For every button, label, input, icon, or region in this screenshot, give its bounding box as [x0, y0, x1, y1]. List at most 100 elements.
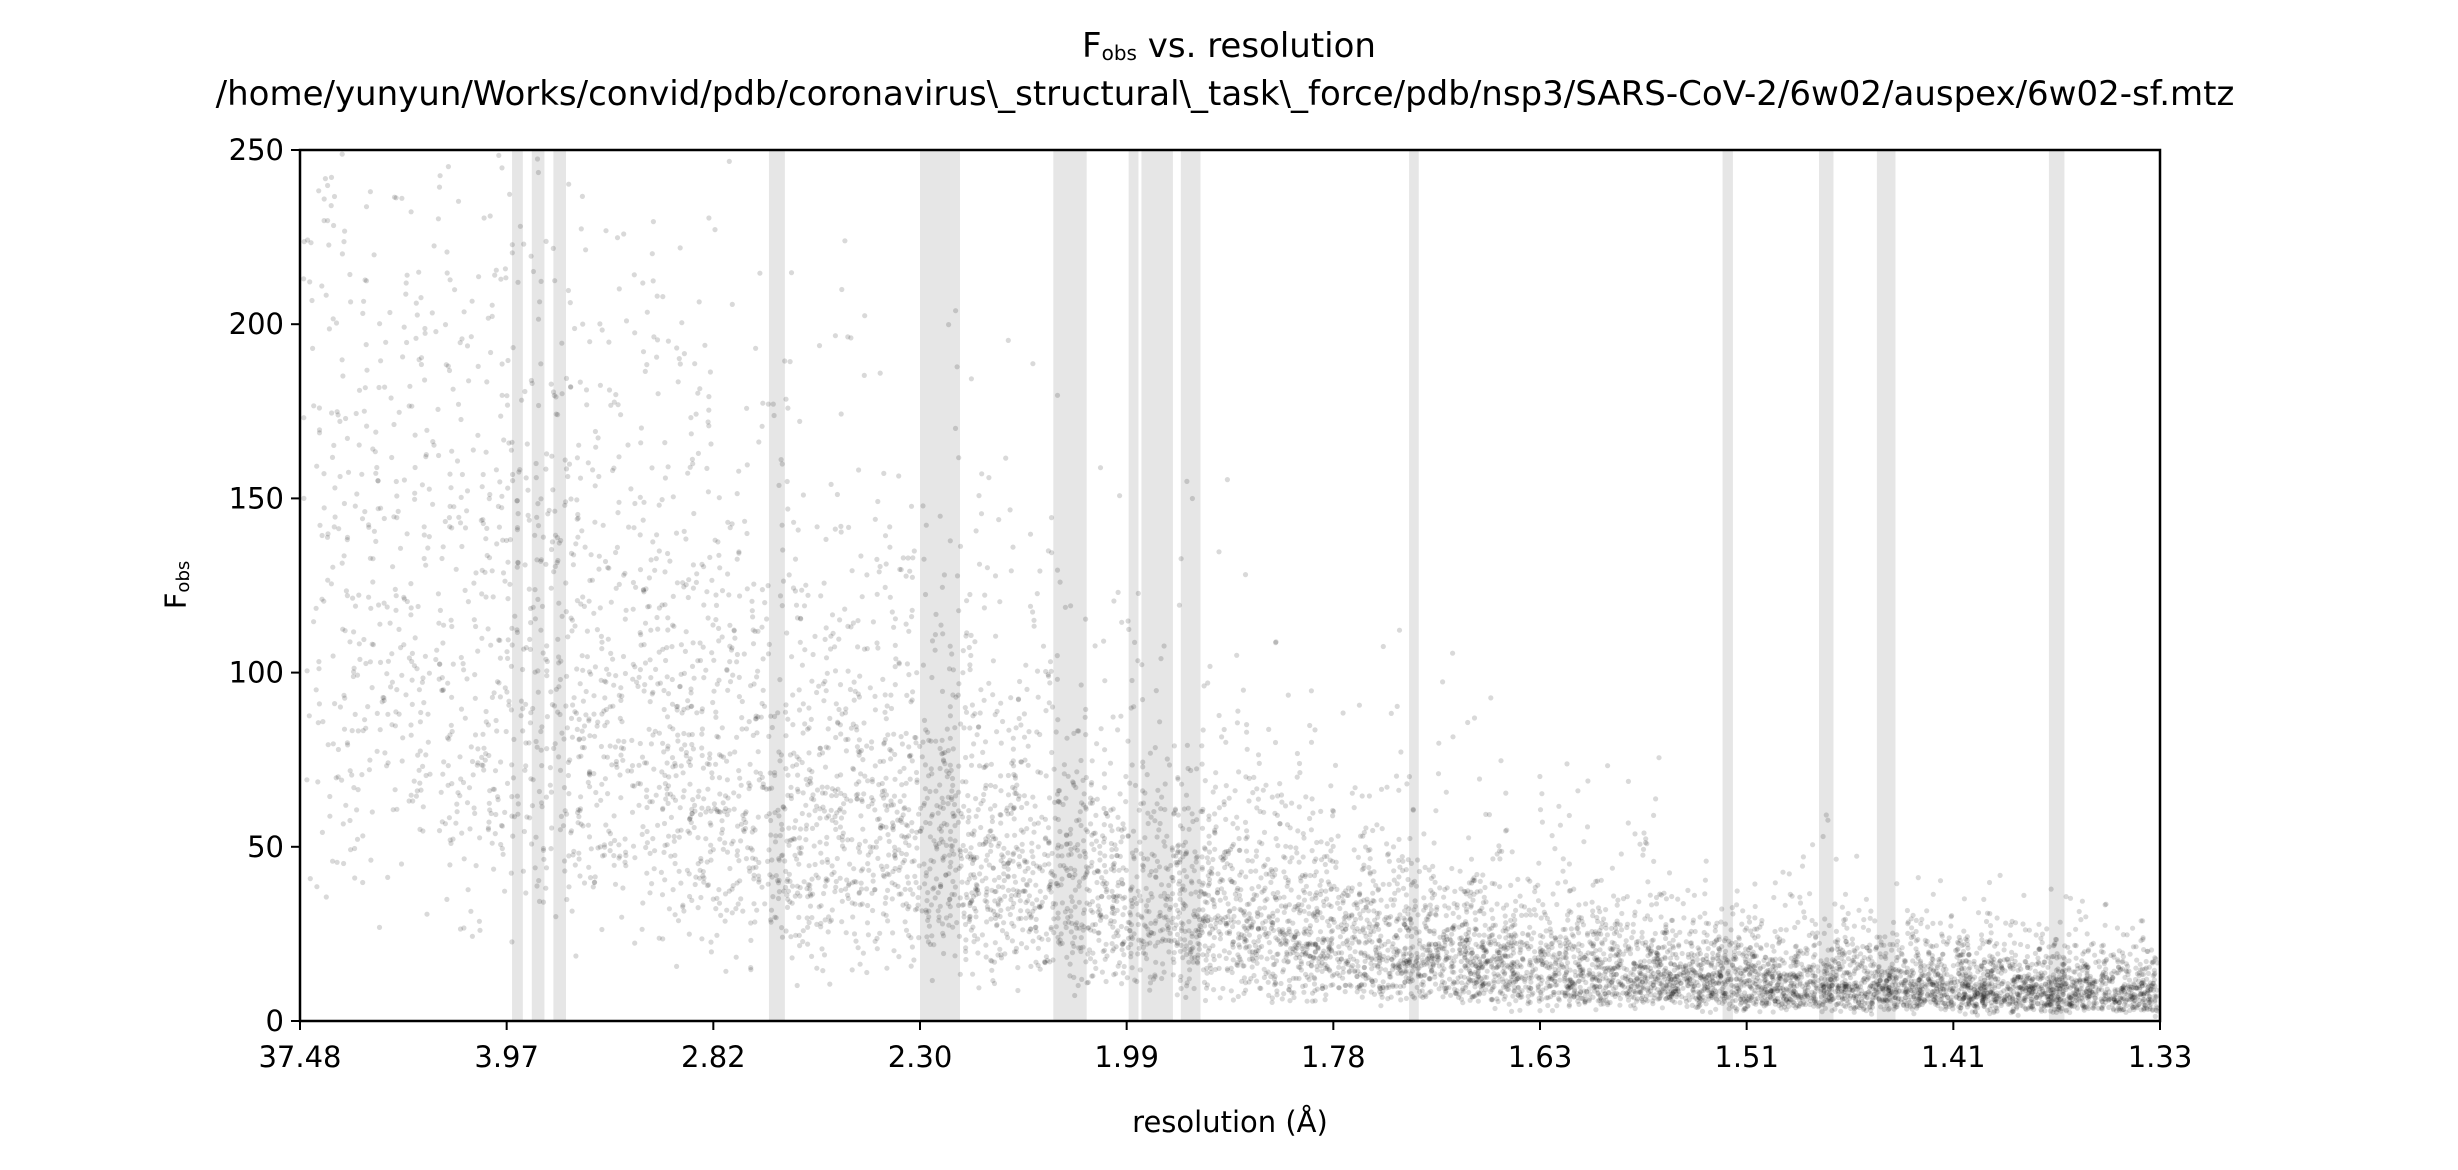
scatter-point [1965, 985, 1971, 991]
scatter-point [937, 745, 943, 752]
scatter-point [794, 856, 800, 862]
scatter-point [1717, 970, 1723, 976]
scatter-point [504, 649, 510, 655]
scatter-point [1569, 932, 1575, 938]
scatter-point [992, 940, 998, 946]
scatter-point [2006, 959, 2012, 965]
scatter-point [1031, 623, 1037, 629]
scatter-point [1764, 971, 1770, 977]
scatter-point [1517, 893, 1523, 899]
scatter-point [1611, 986, 1617, 992]
scatter-point [1916, 996, 1922, 1002]
scatter-point [1766, 971, 1772, 977]
scatter-point [1819, 1009, 1825, 1015]
scatter-point [1909, 1006, 1915, 1012]
scatter-point [1436, 943, 1442, 949]
scatter-point [571, 552, 577, 558]
scatter-point [1094, 879, 1100, 886]
scatter-point [973, 914, 979, 920]
scatter-point [436, 661, 443, 667]
scatter-point [2146, 964, 2152, 970]
scatter-point [455, 401, 462, 407]
scatter-point [2068, 994, 2074, 1000]
scatter-point [747, 761, 753, 767]
scatter-point [1797, 900, 1804, 906]
scatter-point [1548, 963, 1555, 970]
scatter-point [1816, 1000, 1822, 1006]
scatter-point [1377, 938, 1383, 944]
scatter-point [1051, 916, 1057, 922]
scatter-point [1842, 984, 1849, 990]
ice-ring-band [512, 150, 523, 1021]
scatter-point [664, 760, 670, 766]
scatter-point [997, 946, 1003, 952]
scatter-point [853, 879, 859, 885]
scatter-point [2044, 1001, 2050, 1007]
scatter-point [687, 781, 693, 787]
scatter-point [1770, 992, 1776, 998]
scatter-point [483, 536, 489, 542]
scatter-point [502, 888, 508, 894]
scatter-point [620, 757, 626, 763]
scatter-point [1664, 949, 1671, 955]
scatter-point [1790, 959, 1796, 965]
scatter-point [489, 313, 495, 319]
scatter-point [768, 713, 774, 719]
scatter-point [1367, 847, 1373, 853]
scatter-point [1348, 965, 1354, 971]
scatter-point [1876, 964, 1882, 970]
scatter-point [1418, 973, 1424, 979]
scatter-point [529, 803, 536, 809]
scatter-point [1748, 984, 1754, 990]
scatter-point [563, 703, 569, 709]
scatter-point [597, 321, 603, 327]
scatter-point [1458, 968, 1464, 974]
scatter-point [486, 819, 492, 825]
scatter-point [1494, 901, 1500, 907]
scatter-point [1914, 950, 1920, 956]
scatter-point [1270, 920, 1276, 926]
scatter-point [491, 690, 497, 696]
scatter-point [1010, 544, 1016, 550]
scatter-point [1676, 942, 1682, 948]
scatter-point [1742, 927, 1748, 933]
scatter-point [991, 980, 998, 987]
scatter-point [1312, 988, 1318, 994]
scatter-point [1915, 952, 1921, 958]
scatter-point [535, 316, 542, 322]
scatter-point [490, 594, 496, 600]
scatter-point [2136, 983, 2142, 989]
scatter-point [822, 883, 828, 889]
scatter-point [341, 239, 347, 245]
scatter-point [385, 711, 391, 717]
scatter-point [1448, 941, 1454, 947]
scatter-point [1110, 905, 1116, 912]
scatter-point [1016, 861, 1022, 867]
scatter-point [909, 828, 915, 834]
scatter-point [1001, 871, 1007, 877]
scatter-point [909, 944, 916, 950]
scatter-point [798, 850, 804, 856]
scatter-point [1513, 907, 1519, 914]
scatter-point [1757, 966, 1763, 972]
scatter-point [1441, 980, 1448, 986]
scatter-point [829, 863, 835, 869]
scatter-point [1421, 943, 1427, 950]
scatter-point [1097, 907, 1103, 913]
scatter-point [520, 666, 526, 673]
scatter-point [2091, 1001, 2097, 1007]
scatter-point [660, 740, 666, 746]
scatter-point [1200, 806, 1206, 812]
scatter-point [1488, 939, 1494, 946]
scatter-point [1977, 979, 1983, 985]
scatter-point [692, 802, 698, 809]
scatter-point [1178, 985, 1184, 992]
scatter-point [1427, 902, 1433, 908]
scatter-point [1761, 973, 1767, 980]
scatter-point [1555, 880, 1561, 886]
scatter-point [1685, 954, 1692, 960]
scatter-point [1486, 980, 1492, 987]
scatter-point [1853, 983, 1859, 990]
ice-ring-bands [512, 150, 2065, 1021]
scatter-point [1075, 982, 1081, 989]
